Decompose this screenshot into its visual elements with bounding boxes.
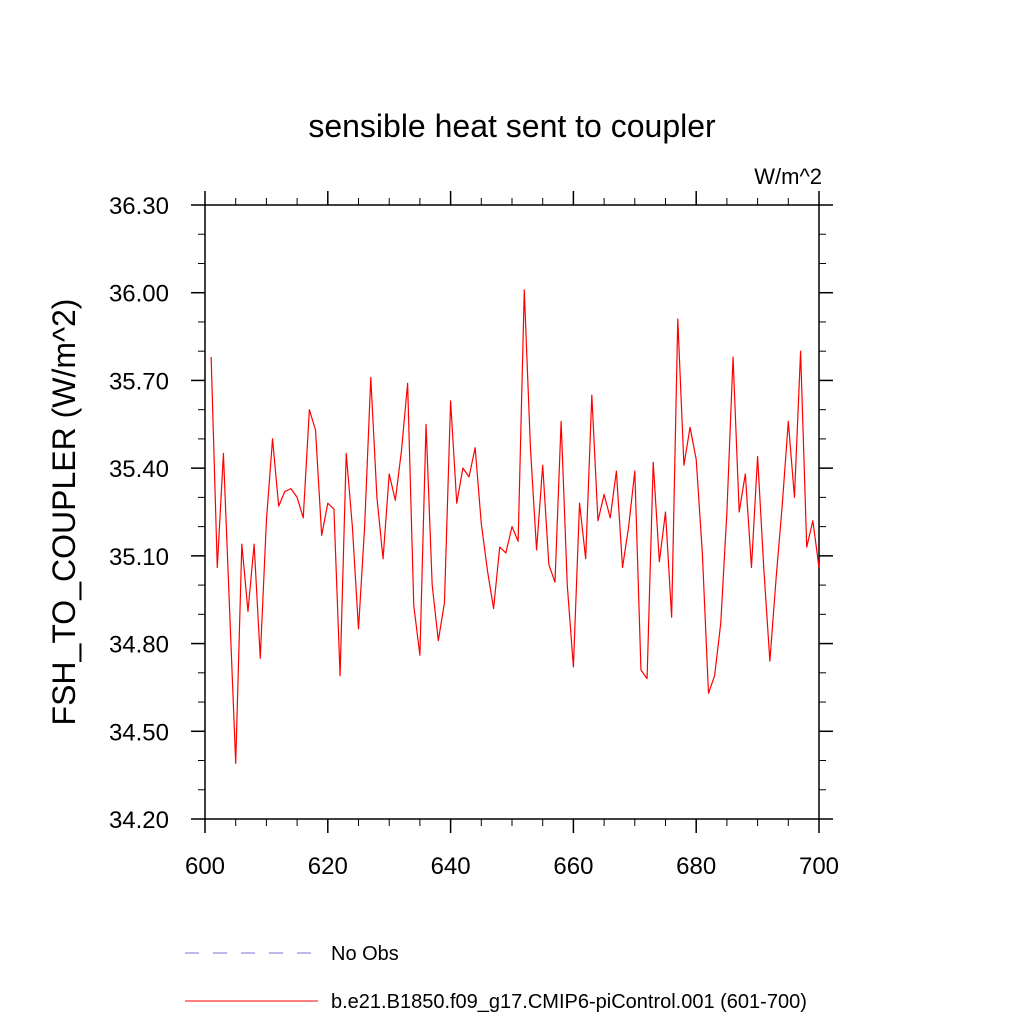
y-tick-label: 35.70 [109,368,169,395]
y-tick-label: 35.10 [109,544,169,571]
series-line [210,289,820,765]
legend-label: No Obs [331,943,399,965]
units-label: W/m^2 [754,164,822,189]
x-tick-label: 640 [431,853,471,880]
y-tick-label: 36.30 [109,193,169,220]
y-tick-label: 34.20 [109,807,169,834]
legend-label: b.e21.B1850.f09_g17.CMIP6-piControl.001 … [331,991,807,1013]
x-tick-label: 660 [553,853,593,880]
x-tick-label: 620 [308,853,348,880]
legend: No Obs b.e21.B1850.f09_g17.CMIP6-piContro… [185,943,807,1013]
x-tick-label: 700 [799,853,839,880]
series-layer [210,289,820,765]
chart-title: sensible heat sent to coupler [308,108,716,144]
y-tick-label: 35.40 [109,456,169,483]
x-tick-label: 680 [676,853,716,880]
y-axis-label: FSH_TO_COUPLER (W/m^2) [46,299,82,726]
x-tick-label: 600 [185,853,225,880]
axis-ticks: 600 620 640 660 680 700 34.20 34.50 34.80 35.10 35… [109,191,839,880]
y-tick-label: 34.80 [109,632,169,659]
y-tick-label: 36.00 [109,281,169,308]
y-tick-label: 34.50 [109,719,169,746]
